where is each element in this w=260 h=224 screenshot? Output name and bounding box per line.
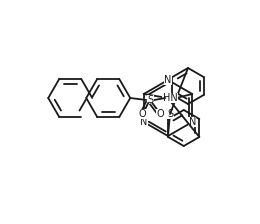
Text: O: O bbox=[157, 109, 164, 119]
Text: S: S bbox=[167, 109, 173, 119]
Text: O: O bbox=[138, 109, 146, 119]
Text: S: S bbox=[147, 95, 153, 105]
Text: N: N bbox=[164, 75, 172, 85]
Text: HN: HN bbox=[163, 93, 178, 103]
Text: N: N bbox=[140, 117, 147, 127]
Text: N: N bbox=[188, 117, 196, 127]
Text: S: S bbox=[165, 93, 171, 103]
